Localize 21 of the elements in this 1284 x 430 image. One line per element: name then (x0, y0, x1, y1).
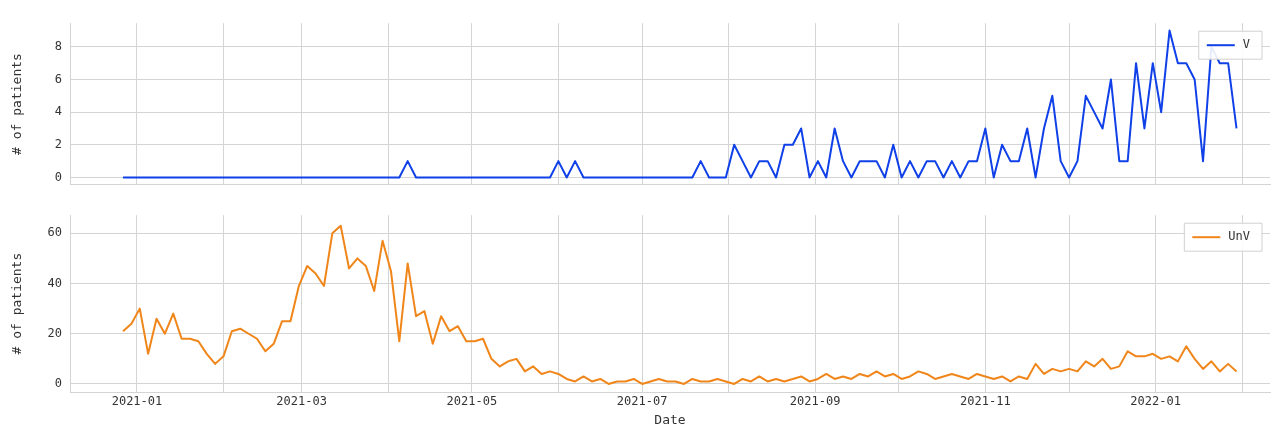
y-tick-label: 8 (54, 38, 62, 53)
x-tick-label: 2021-09 (789, 394, 841, 409)
x-tick-label: 2021-07 (616, 394, 668, 409)
x-tick-label: 2021-01 (111, 394, 163, 409)
y-tick-label: 0 (54, 169, 62, 184)
x-tick-label: 2021-03 (276, 394, 327, 409)
x-axis-title: Date (654, 411, 686, 427)
y-tick-label: 4 (54, 104, 62, 119)
legend-label: V (1242, 37, 1251, 52)
y-tick-label: 0 (54, 376, 62, 391)
y-tick-label: 6 (54, 71, 62, 86)
y-tick-label: 40 (47, 275, 62, 290)
y-axis-title: # of patients (9, 53, 25, 155)
y-tick-label: 60 (47, 225, 62, 240)
legend-label: UnV (1228, 229, 1251, 244)
y-axis-title: # of patients (9, 252, 25, 355)
y-tick-label: 2 (54, 136, 62, 151)
x-tick-label: 2021-05 (446, 394, 498, 409)
x-tick-label: 2021-11 (960, 394, 1011, 409)
x-tick-label: 2022-01 (1130, 394, 1181, 409)
y-tick-label: 20 (47, 325, 62, 340)
